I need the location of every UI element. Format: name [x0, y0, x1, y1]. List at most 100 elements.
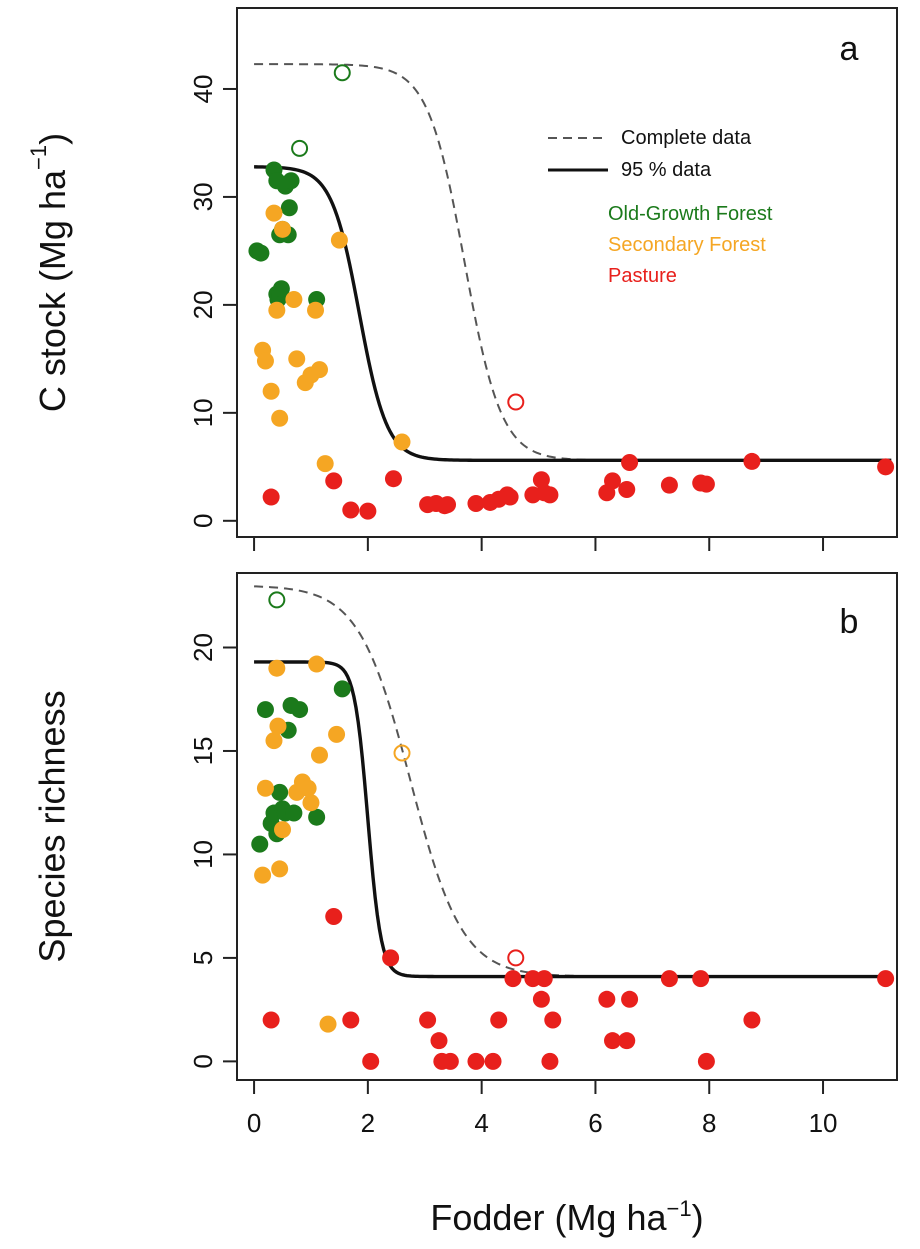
y-axis-title: Species richness	[32, 690, 73, 962]
y-tick-label: 5	[188, 951, 218, 965]
pasture-point	[535, 970, 553, 988]
pasture-point	[598, 990, 616, 1008]
pasture-point	[697, 475, 715, 493]
secondary-forest-point	[308, 655, 326, 673]
secondary-forest-point	[256, 779, 274, 797]
secondary-forest-point	[285, 290, 303, 308]
x-tick-label: 2	[361, 1108, 375, 1138]
old-growth-forest-point	[280, 199, 298, 217]
panel-a: 0 10 20 30 40 C stock (Mg ha−1) a Complete data…	[26, 7, 898, 551]
y-tick-label: 40	[188, 75, 218, 104]
pasture-point	[325, 472, 343, 490]
secondary-forest-point	[311, 746, 328, 764]
pasture-point	[541, 486, 559, 504]
pasture-point	[342, 1011, 360, 1029]
pasture-point	[504, 970, 522, 988]
old-growth-forest-point	[252, 244, 270, 262]
old-growth-forest-point	[291, 701, 309, 719]
secondary-forest-point	[319, 1015, 337, 1033]
pasture-point	[621, 990, 639, 1008]
legend-group-label: Old-Growth Forest	[608, 203, 773, 225]
old-growth-forest-point	[272, 280, 290, 298]
secondary-forest-point	[271, 409, 289, 427]
outlier-point	[507, 949, 525, 967]
legend-group-label: Pasture	[608, 265, 677, 287]
panel-letter: a	[840, 30, 859, 68]
pasture-point	[660, 970, 678, 988]
outlier-point	[393, 744, 411, 762]
secondary-forest-point	[330, 231, 348, 249]
legend-group-label: Secondary Forest	[608, 234, 766, 256]
legend: Complete data 95 % data Old-Growth Forest S…	[548, 127, 773, 287]
secondary-forest-point	[288, 350, 306, 368]
pasture-point	[660, 476, 678, 494]
x-tick-label: 0	[247, 1108, 261, 1138]
legend-line-label: Complete data	[621, 127, 752, 149]
pasture-point	[490, 1011, 508, 1029]
pasture-point	[467, 495, 485, 513]
y-tick-label: 30	[188, 182, 218, 211]
pasture-point	[544, 1011, 562, 1029]
x-tick-label: 10	[809, 1108, 838, 1138]
secondary-forest-point	[299, 779, 317, 797]
pasture-point	[359, 502, 377, 520]
secondary-forest-point	[265, 732, 283, 750]
pasture-point	[743, 1011, 761, 1029]
ninety-five-percent-data-curve	[254, 660, 892, 979]
secondary-forest-point	[262, 382, 280, 400]
plot-frame	[236, 7, 898, 538]
pasture-point	[618, 480, 636, 498]
pasture-point	[604, 1032, 622, 1050]
y-tick-label: 20	[188, 633, 218, 662]
pasture-point	[532, 990, 550, 1008]
plot-frame	[236, 572, 898, 1081]
pasture-point	[692, 970, 710, 988]
pasture-point	[262, 488, 280, 506]
complete-data-curve	[254, 63, 892, 462]
panel-b: 0 5 10 15 20 0 2 4 6 8 10 Species richness b	[32, 572, 898, 1138]
pasture-point	[877, 970, 895, 988]
pasture-point	[484, 1052, 502, 1070]
old-growth-forest-point	[251, 835, 269, 853]
pasture-point	[467, 1052, 485, 1070]
pasture-point	[532, 471, 550, 489]
old-growth-forest-point	[271, 783, 289, 801]
secondary-forest-point	[307, 301, 325, 319]
panel-letter: b	[840, 603, 859, 641]
x-tick-label: 8	[702, 1108, 716, 1138]
y-tick-label: 15	[188, 737, 218, 766]
y-tick-label: 0	[188, 514, 218, 528]
pasture-point	[262, 1011, 280, 1029]
secondary-forest-point	[265, 204, 283, 222]
x-tick-label: 4	[474, 1108, 488, 1138]
old-growth-forest-point	[308, 808, 326, 826]
secondary-forest-point	[274, 821, 292, 839]
old-growth-forest-point	[285, 804, 303, 822]
secondary-forest-point	[256, 352, 274, 370]
secondary-forest-point	[268, 659, 286, 677]
y-tick-label: 10	[188, 840, 218, 869]
x-tick-label: 6	[588, 1108, 602, 1138]
secondary-forest-point	[393, 433, 411, 451]
secondary-forest-point	[254, 866, 272, 884]
y-tick-label: 10	[188, 398, 218, 427]
old-growth-forest-point	[333, 680, 351, 698]
ninety-five-percent-data-curve	[254, 165, 892, 463]
y-axis-title: C stock (Mg ha−1)	[26, 133, 73, 412]
secondary-forest-point	[268, 301, 286, 319]
shared-x-axis-title: Fodder (Mg ha−1)	[430, 1196, 703, 1238]
outlier-point	[507, 393, 525, 411]
secondary-forest-point	[302, 794, 320, 812]
pasture-point	[419, 1011, 437, 1029]
y-tick-label: 20	[188, 290, 218, 319]
outlier-point	[333, 64, 351, 82]
pasture-point	[541, 1052, 559, 1070]
pasture-point	[362, 1052, 380, 1070]
secondary-forest-point	[328, 725, 346, 743]
pasture-point	[604, 472, 622, 490]
complete-data-curve	[254, 585, 892, 978]
secondary-forest-point	[274, 220, 292, 238]
pasture-point	[743, 452, 761, 470]
pasture-point	[621, 454, 639, 472]
